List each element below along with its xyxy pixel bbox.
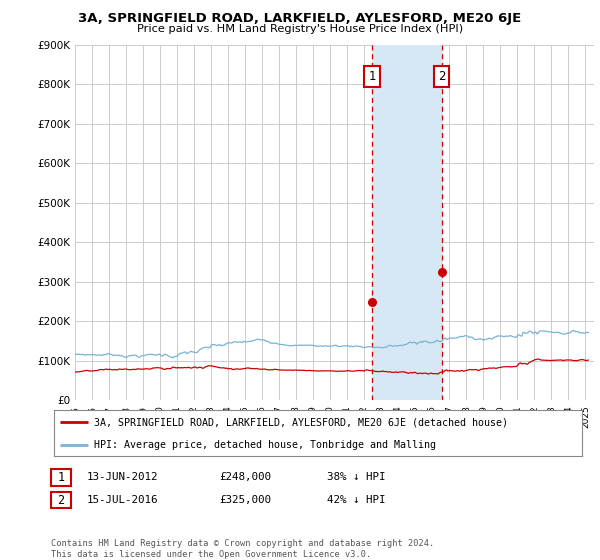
Bar [372,45,442,400]
Text: 15-JUL-2016: 15-JUL-2016 [87,495,158,505]
Text: Price paid vs. HM Land Registry's House Price Index (HPI): Price paid vs. HM Land Registry's House … [137,24,463,34]
Text: 2: 2 [438,70,445,83]
Text: £325,000: £325,000 [219,495,271,505]
Text: 42% ↓ HPI: 42% ↓ HPI [327,495,386,505]
Text: 1: 1 [58,470,64,484]
Text: 3A, SPRINGFIELD ROAD, LARKFIELD, AYLESFORD, ME20 6JE: 3A, SPRINGFIELD ROAD, LARKFIELD, AYLESFO… [79,12,521,25]
Text: HPI: Average price, detached house, Tonbridge and Malling: HPI: Average price, detached house, Tonb… [94,440,436,450]
Text: Contains HM Land Registry data © Crown copyright and database right 2024.
This d: Contains HM Land Registry data © Crown c… [51,539,434,559]
Text: 13-JUN-2012: 13-JUN-2012 [87,472,158,482]
Text: 1: 1 [368,70,376,83]
Text: 2: 2 [58,493,64,507]
Text: 38% ↓ HPI: 38% ↓ HPI [327,472,386,482]
Text: 3A, SPRINGFIELD ROAD, LARKFIELD, AYLESFORD, ME20 6JE (detached house): 3A, SPRINGFIELD ROAD, LARKFIELD, AYLESFO… [94,417,508,427]
Text: £248,000: £248,000 [219,472,271,482]
